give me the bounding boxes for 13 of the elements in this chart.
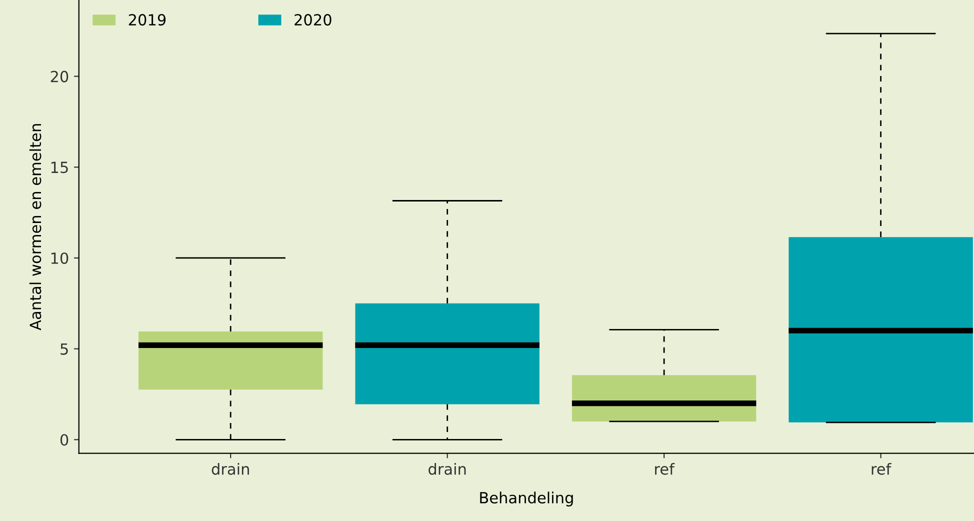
- y-tick-label: 10: [51, 252, 68, 264]
- y-tick-label: 0: [60, 434, 68, 446]
- y-axis-title: Aantal wormen en emelten: [29, 124, 42, 330]
- legend-label: 2020: [294, 14, 332, 26]
- y-tick-label: 5: [60, 343, 68, 355]
- x-tick-label: ref: [655, 462, 675, 475]
- x-axis-title: Behandeling: [480, 492, 573, 506]
- y-tick-label: 15: [51, 162, 68, 174]
- y-tick-label: 20: [50, 70, 68, 82]
- x-tick-label: drain: [428, 462, 466, 475]
- legend-label: 2019: [128, 14, 166, 26]
- x-tick-label: drain: [212, 462, 249, 475]
- x-tick-label: ref: [872, 462, 892, 475]
